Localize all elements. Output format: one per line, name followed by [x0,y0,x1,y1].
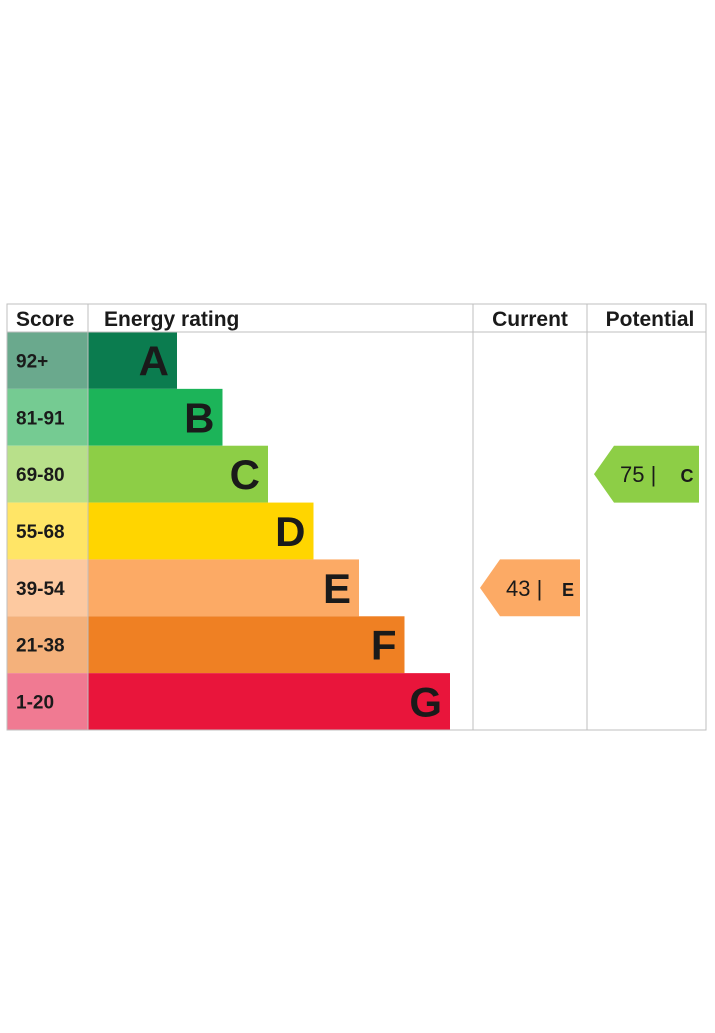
current-score: 43 | [506,576,542,601]
score-cell-f [7,616,88,674]
band-letter-b: B [184,394,214,441]
band-bar-b [88,388,223,446]
current-letter: E [562,580,574,600]
band-bar-e [88,559,359,617]
band-letter-c: C [230,451,260,498]
score-range-d: 55-68 [16,522,65,543]
band-letter-g: G [409,679,442,726]
rating-markers: 43 | E 75 | C [480,445,699,617]
header-current: Current [492,308,568,331]
band-letter-f: F [371,622,397,669]
score-cell-e [7,559,88,617]
band-fills [7,332,450,730]
potential-letter: C [681,466,694,486]
current-marker [480,559,580,617]
band-bar-d [88,502,314,560]
score-cell-b [7,388,88,446]
score-cell-g [7,673,88,730]
header-potential: Potential [606,308,695,331]
band-bar-a [88,332,177,389]
score-cell-a [7,332,88,389]
band-letter-a: A [139,337,169,384]
band-bar-g [88,673,450,730]
band-letter-e: E [323,565,351,612]
potential-score: 75 | [620,462,656,487]
score-range-e: 39-54 [16,579,65,600]
table-grid [6,303,707,731]
band-letter-d: D [275,508,305,555]
score-range-g: 1-20 [16,693,54,714]
header-energy-rating: Energy rating [104,308,239,331]
header-score: Score [16,308,74,331]
band-labels: 92+ A 81-91 B 69-80 C 55-68 D 39-54 E 21-38 F 1-20 G [16,337,442,725]
score-cell-c [7,445,88,503]
table-border [6,303,707,731]
score-range-b: 81-91 [16,408,65,429]
score-range-f: 21-38 [16,636,65,657]
score-range-a: 92+ [16,351,48,372]
band-bar-f [88,616,405,674]
score-cell-d [7,502,88,560]
score-range-c: 69-80 [16,465,65,486]
header-row: Score Energy rating Current Potential [16,308,694,331]
potential-marker [594,445,699,503]
band-bar-c [88,445,268,503]
